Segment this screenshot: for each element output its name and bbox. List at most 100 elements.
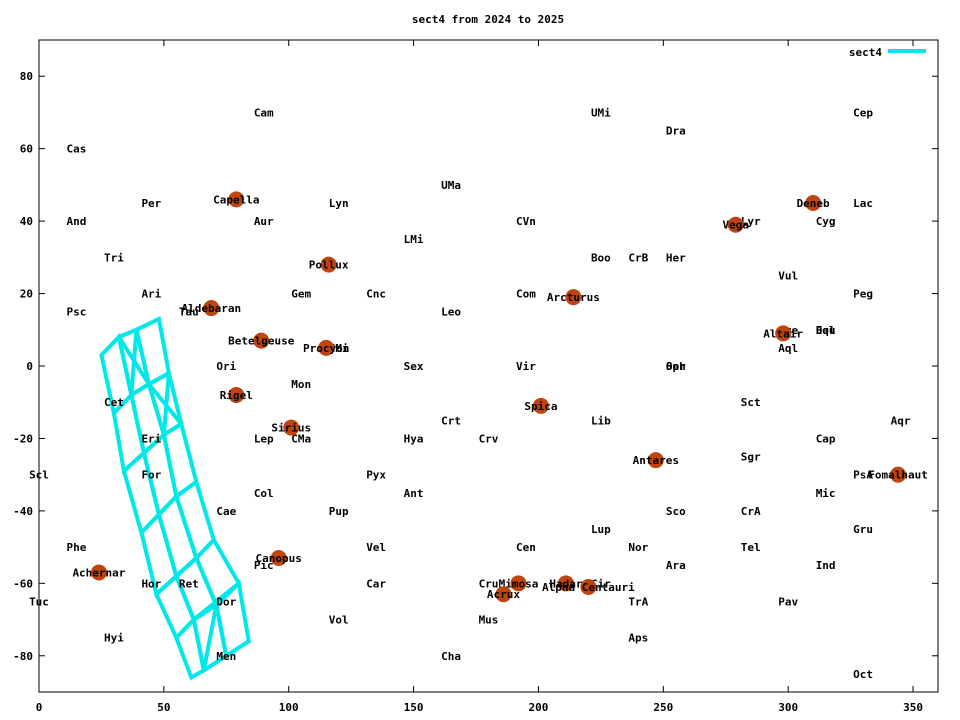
star-label: Vega [722,219,749,232]
star-label: Procyon [303,342,349,355]
star-marker: Vega [722,216,749,233]
constellation-label: Sco [666,505,686,518]
star-label: Sirius [271,422,311,435]
constellation-label: Col [254,487,274,500]
constellation-label: Aql [778,342,798,355]
x-tick-label: 50 [157,701,170,714]
constellation-label: Vol [329,614,349,627]
constellation-label: Dor [216,595,236,608]
sector-cross [157,495,178,516]
constellation-label: Ari [141,288,161,301]
star-dot [253,332,270,349]
star-marker: Deneb [797,195,830,211]
constellation-label: Per [141,197,161,210]
x-tick-label: 300 [778,701,798,714]
y-tick-label: -40 [13,505,33,518]
constellation-label: Aur [254,215,274,228]
y-tick-label: 60 [20,143,33,156]
star-dot [228,386,245,403]
constellation-label: Eri [141,432,161,445]
constellation-label: UMa [441,179,461,192]
sector-cross [162,422,183,437]
star-dot [228,191,245,208]
star-marker: Antares [633,452,679,469]
star-dot [775,325,792,342]
star-label: Capella [213,193,259,206]
x-tick-label: 350 [903,701,923,714]
constellation-label: Sex [404,360,424,373]
constellation-label: PsA [853,469,873,482]
star-marker: Pollux [309,256,349,273]
constellation-label: Cnc [366,288,386,301]
star-marker: Betelgeuse [228,332,295,349]
constellation-label: Hya [404,432,424,445]
constellation-label: Cen [516,541,536,554]
star-dot [890,466,907,483]
constellation-label: Psc [67,306,87,319]
constellation-label: Mic [816,487,836,500]
constellation-labels: Cam UMi Cep Dra Cas UMa Per Lyn Lac And Aur CVn Cyg L… [29,106,911,680]
star-dot [510,575,527,592]
constellation-label: Men [216,650,236,663]
bright-stars: Capella Deneb Vega Pollux Arcturus Aldebaran A… [72,191,928,603]
y-tick-label: -20 [13,432,33,445]
star-label: Hadar [549,577,582,590]
x-tick-label: 250 [653,701,673,714]
y-tick-label: 40 [20,215,33,228]
star-dot [203,300,220,317]
star-dot [580,578,597,595]
constellation-label: Tuc [29,595,49,608]
x-tick-label: 100 [279,701,299,714]
constellation-label: Nor [628,541,648,554]
star-dot [495,586,512,603]
constellation-label: Cyg [816,215,836,228]
constellation-label: Oph [666,360,686,373]
y-tick-label: 80 [20,70,33,83]
star-marker: Hadar [549,575,583,592]
constellation-label: CMi [329,342,349,355]
sector-cross [161,373,171,435]
constellation-label: Leo [441,306,461,319]
constellation-label: Lib [591,414,611,427]
constellation-label: Mon [291,378,311,391]
constellation-label: Com [516,288,536,301]
constellation-label: Pup [329,505,349,518]
star-label: Altair [763,327,803,340]
constellation-label: Cha [441,650,461,663]
sector-outline [99,315,251,681]
constellation-label: And [67,215,87,228]
constellation-label: Dra [666,125,686,138]
constellation-label: Hyi [104,632,124,645]
sector-cross [214,604,229,657]
star-dot [532,397,549,414]
star-marker: Canopus [256,549,302,566]
constellation-label: Her [666,251,686,264]
constellation-label: Scl [29,469,49,482]
constellation-label: Lyn [329,197,349,210]
star-label: Antares [633,454,679,467]
star-marker: Mimosa [499,575,538,592]
star-marker: Aldebaran [182,300,241,317]
star-dot [283,419,300,436]
constellation-label: Mus [479,614,499,627]
star-marker: Arcturus [547,289,600,306]
star-marker: Spica [524,397,558,414]
constellation-label: Lac [853,197,873,210]
constellation-label: Ret [179,577,199,590]
star-marker: Rigel [220,386,253,403]
constellation-label: Boo [591,251,611,264]
star-dot [565,289,582,306]
star-label: Alpha Centauri [542,581,635,594]
constellation-label: LMi [404,233,424,246]
y-tick-label: 0 [26,360,33,373]
constellation-label: Cru [479,577,499,590]
constellation-label: Phe [67,541,87,554]
constellation-label: Hor [141,577,161,590]
constellation-label: Peg [853,288,873,301]
star-label: Acrux [487,588,520,601]
star-dot [647,452,664,469]
constellation-label: Tel [741,541,761,554]
constellation-label: Cae [216,505,236,518]
axis-ticks: 0 50 100 150 200 250 300 350 -80 -60 -40 -20 0 20 40 60… [13,40,938,714]
